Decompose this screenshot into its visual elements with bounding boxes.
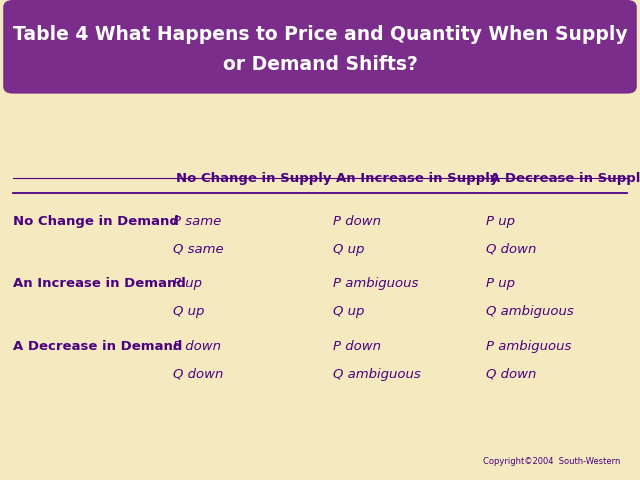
Text: Q down: Q down — [486, 368, 537, 381]
Text: P up: P up — [173, 277, 202, 290]
FancyBboxPatch shape — [3, 0, 637, 94]
Text: P down: P down — [333, 215, 381, 228]
Text: Q same: Q same — [173, 243, 223, 256]
Text: Q down: Q down — [486, 243, 537, 256]
Text: P down: P down — [333, 340, 381, 353]
Text: No Change in Demand: No Change in Demand — [13, 215, 179, 228]
Text: Q ambiguous: Q ambiguous — [333, 368, 420, 381]
Text: P same: P same — [173, 215, 221, 228]
Text: P ambiguous: P ambiguous — [333, 277, 418, 290]
Text: An Increase in Supply: An Increase in Supply — [336, 172, 499, 185]
Text: Q up: Q up — [173, 305, 204, 318]
Text: or Demand Shifts?: or Demand Shifts? — [223, 55, 417, 74]
Text: A Decrease in Demand: A Decrease in Demand — [13, 340, 182, 353]
Text: P up: P up — [486, 277, 515, 290]
Text: P down: P down — [173, 340, 221, 353]
Text: Q down: Q down — [173, 368, 223, 381]
Text: An Increase in Demand: An Increase in Demand — [13, 277, 186, 290]
Text: A Decrease in Supply: A Decrease in Supply — [490, 172, 640, 185]
Text: Table 4 What Happens to Price and Quantity When Supply: Table 4 What Happens to Price and Quanti… — [13, 25, 627, 44]
Text: No Change in Supply: No Change in Supply — [176, 172, 332, 185]
Text: P ambiguous: P ambiguous — [486, 340, 572, 353]
Text: P up: P up — [486, 215, 515, 228]
Text: Q up: Q up — [333, 305, 364, 318]
Text: Q ambiguous: Q ambiguous — [486, 305, 574, 318]
Text: Copyright©2004  South-Western: Copyright©2004 South-Western — [483, 456, 621, 466]
Text: Q up: Q up — [333, 243, 364, 256]
